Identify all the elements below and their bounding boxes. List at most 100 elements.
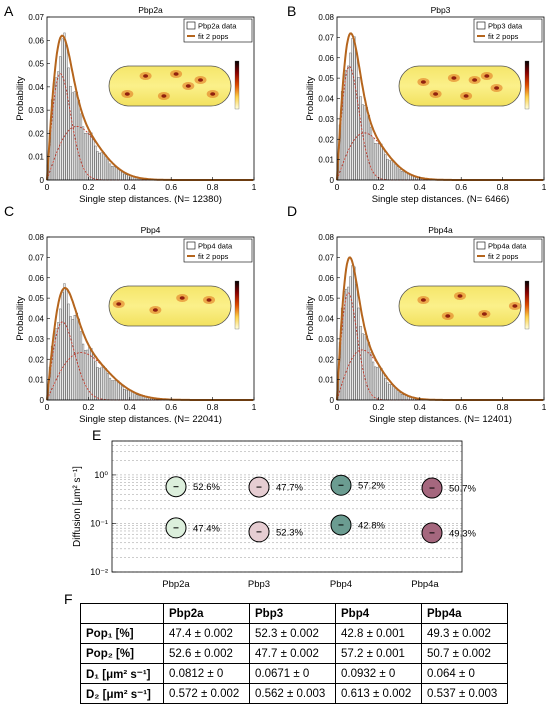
y-tick-label: 0.08 <box>318 13 334 22</box>
histogram-bar <box>104 368 107 401</box>
y-tick-label: 0.03 <box>318 335 334 344</box>
histogram-bar <box>113 380 116 401</box>
table-header-cell: Pbp2a <box>163 603 250 624</box>
histogram-bar <box>90 132 93 181</box>
panel-label-a: A <box>4 3 14 19</box>
density-spot-core <box>463 94 469 98</box>
histogram-bar <box>59 56 62 181</box>
x-tick-label: 0.8 <box>497 402 509 412</box>
legend-label-fit: fit 2 pops <box>488 252 519 261</box>
histogram-bar <box>71 92 74 181</box>
x-tick-label: 0.4 <box>124 402 136 412</box>
x-tick-label: 1 <box>542 182 547 192</box>
table-cell: 0.562 ± 0.003 <box>249 683 336 704</box>
panel-label-e: E <box>92 427 102 443</box>
heatmap-inset <box>108 280 240 330</box>
table-row: D₂ [μm² s⁻¹] 0.572 ± 0.002 0.562 ± 0.003 0.… <box>80 683 508 704</box>
x-tick-label: 0.2 <box>82 182 94 192</box>
y-tick-label: 0.07 <box>28 13 44 22</box>
histogram-bar <box>108 163 112 181</box>
histogram-bar <box>382 372 385 401</box>
y-tick-label: 0.07 <box>318 33 334 42</box>
histogram-bar <box>378 366 381 401</box>
histogram-bar <box>367 342 371 401</box>
density-spot-core <box>433 92 439 96</box>
density-spot-core <box>484 74 490 78</box>
x-tick-label: 0.6 <box>165 402 177 412</box>
panel-title: Pbp2a <box>138 5 163 15</box>
histogram-bar <box>110 165 114 181</box>
histogram-bar <box>121 172 124 181</box>
legend-box <box>183 238 253 263</box>
cell-outline <box>398 285 522 327</box>
cell-outline <box>108 65 232 107</box>
plot-frame <box>46 16 255 181</box>
table-row-header: Pop₁ [%] <box>80 623 164 644</box>
histogram-bar <box>139 395 143 401</box>
histogram-bar <box>355 52 358 181</box>
histogram-bar <box>57 322 60 401</box>
histogram-bar <box>359 96 362 181</box>
legend-label-data: Pbp2a data <box>198 22 237 31</box>
x-tick-label: 0.4 <box>414 182 426 192</box>
histogram-bar <box>113 166 116 181</box>
legend-box <box>473 238 543 263</box>
component-fit-curve-2 <box>336 132 482 181</box>
histogram-bar <box>79 331 83 401</box>
histogram-bar <box>81 126 85 181</box>
histogram-bar <box>67 303 70 401</box>
histogram-bar <box>94 145 97 181</box>
histogram-bar <box>403 171 406 181</box>
panel-title: Pbp4 <box>141 225 161 235</box>
histogram-bar <box>77 99 81 181</box>
cell-outline <box>398 65 522 107</box>
y-tick-label: 0 <box>40 176 45 185</box>
population-percent-label: 50.7% <box>449 484 476 495</box>
histogram-bar <box>94 361 97 401</box>
histogram-bar <box>81 343 85 401</box>
density-spot-core <box>161 94 167 98</box>
histogram-bar <box>376 143 379 181</box>
histogram-bar <box>357 307 360 401</box>
table-row-header: Pop₂ [%] <box>80 643 164 664</box>
diffusion-plot: 10⁻² 10⁻¹ 10⁰ Diffusion [μm² s⁻¹] Pbp2a 52.6%… <box>72 440 476 590</box>
population-percent-label: 42.8% <box>358 520 385 531</box>
histogram-bar <box>390 160 393 181</box>
table-cell: 57.2 ± 0.001 <box>335 643 422 664</box>
panel-label-c: C <box>4 203 15 219</box>
table-cell: 0.537 ± 0.003 <box>421 683 508 704</box>
heatmap-inset <box>108 60 240 110</box>
histogram-bar <box>110 380 114 401</box>
histogram-bar <box>108 377 112 401</box>
y-axis-label: Probability <box>15 296 26 341</box>
histogram-panel-pbp3: 0 0.2 0.4 0.6 0.8 1 0 0.01 0.02 0.03 0.04 0.05 0.06 0… <box>305 5 547 205</box>
figure-canvas: 0 0.2 0.4 0.6 0.8 1 0 0.01 0.02 0.03 0.04 0.05 0.06 0… <box>15 5 547 590</box>
histogram-bar <box>392 160 395 181</box>
histogram-bar <box>378 142 381 181</box>
table-cell: 0.572 ± 0.002 <box>163 683 250 704</box>
histogram-bar <box>65 45 68 181</box>
y-tick-label: 0.01 <box>28 376 44 385</box>
histogram-bar <box>365 107 368 181</box>
x-tick-label: 0 <box>45 402 50 412</box>
histogram-bar <box>77 318 81 401</box>
x-tick-label: Pbp2a <box>162 579 190 590</box>
density-spot-core <box>185 84 191 88</box>
histogram-bar <box>63 32 66 181</box>
histogram-bar <box>73 315 76 401</box>
histogram-bar <box>125 389 128 401</box>
histogram-bar <box>353 36 356 181</box>
histogram-bar <box>106 373 109 401</box>
y-tick-label: 0.03 <box>28 335 44 344</box>
histogram-bar <box>115 379 118 401</box>
histogram-bar <box>123 173 126 181</box>
table-cell: 47.4 ± 0.002 <box>163 623 250 644</box>
y-tick-label: 0.08 <box>318 233 334 242</box>
y-tick-label: 0 <box>330 396 335 405</box>
x-tick-label: 1 <box>542 402 547 412</box>
histogram-bar <box>96 151 99 181</box>
x-tick-label: 0.6 <box>455 182 467 192</box>
histogram-bar <box>384 154 387 181</box>
y-axis-label: Diffusion [μm² s⁻¹] <box>72 466 83 547</box>
y-tick-label: 0.03 <box>318 115 334 124</box>
